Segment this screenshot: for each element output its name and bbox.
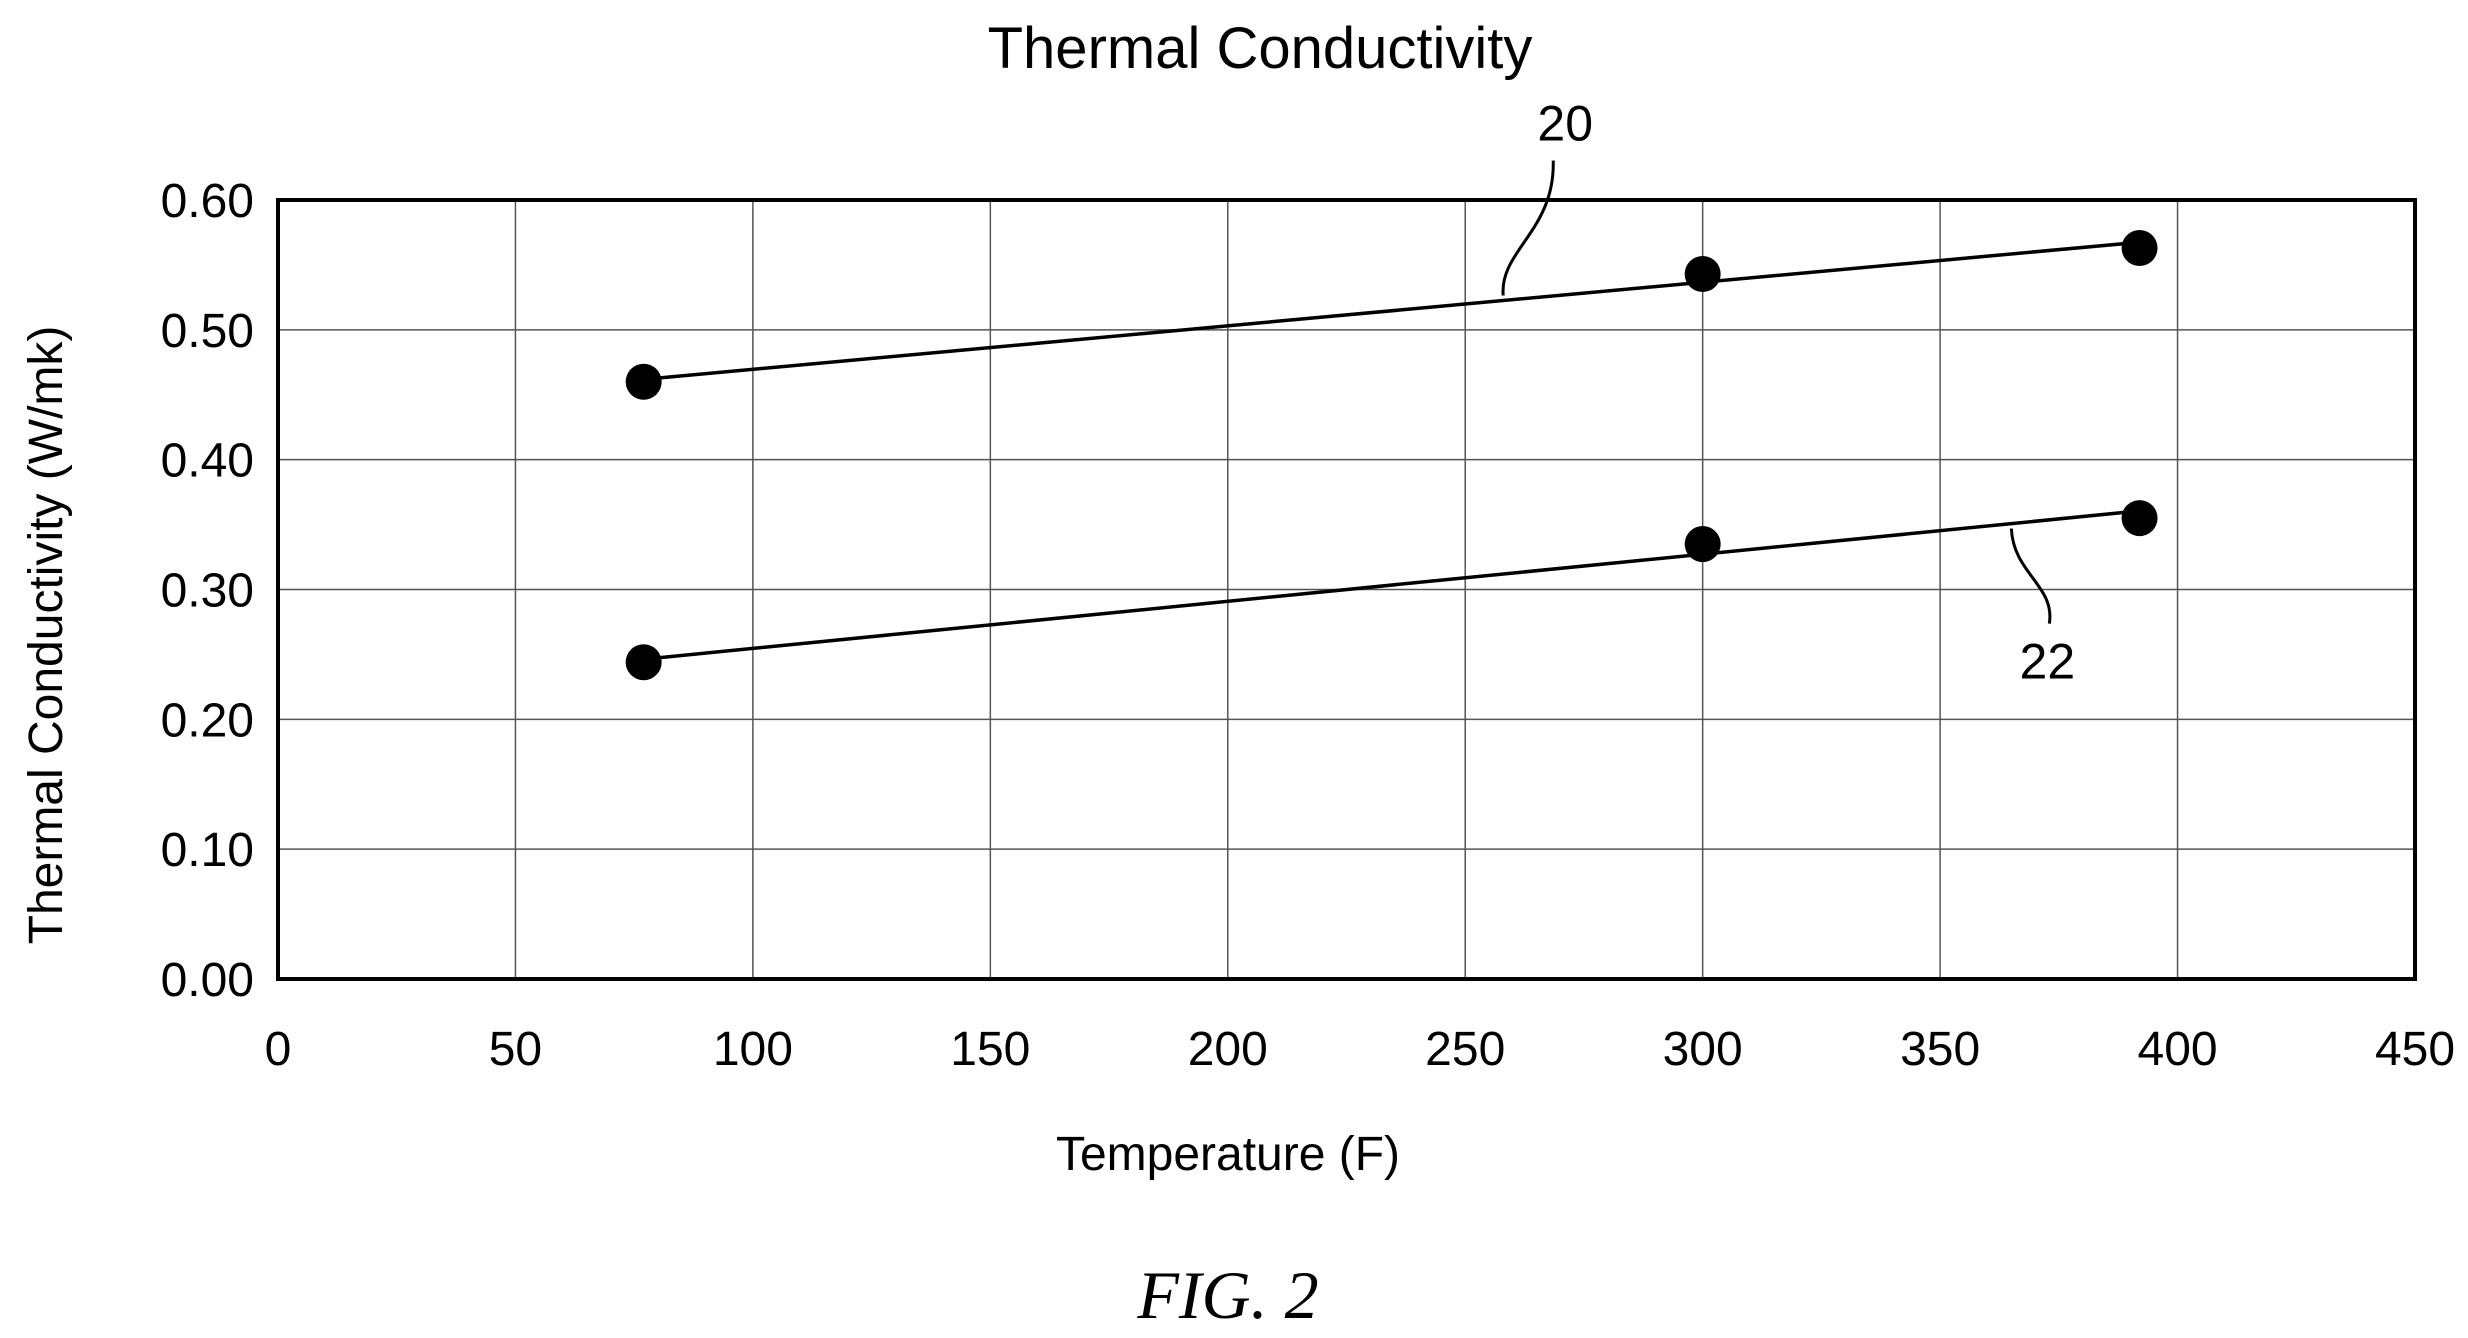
data-point [2121,500,2158,537]
trend-lines [643,240,2140,661]
data-point [1684,526,1721,563]
x-axis-ticks: 0 50 100 150 200 250 300 350 400 450 [265,1023,2455,1076]
leader-line-22 [2009,528,2052,624]
y-tick-label: 0.60 [161,175,254,228]
x-tick-label: 100 [713,1023,793,1076]
y-tick-label: 0.00 [161,954,254,1007]
y-tick-label: 0.20 [161,694,254,747]
y-tick-label: 0.30 [161,565,254,618]
x-tick-label: 300 [1663,1023,1743,1076]
x-tick-label: 250 [1425,1023,1505,1076]
y-axis-title: Thermal Conductivity (W/mk) [20,326,73,945]
x-axis-title: Temperature (F) [1056,1128,1400,1181]
x-tick-label: 450 [2375,1023,2455,1076]
x-tick-label: 350 [1900,1023,1980,1076]
data-point [625,644,662,681]
y-tick-label: 0.40 [161,435,254,488]
chart-title: Thermal Conductivity [988,16,1533,81]
trend-line-22 [643,509,2140,661]
data-point [625,363,662,400]
y-tick-label: 0.50 [161,305,254,358]
data-points [625,230,2158,681]
plot-area [276,198,2417,981]
trend-line-20 [643,240,2140,382]
leader-line-20 [1501,160,1555,296]
series-label-20: 20 [1537,96,1593,152]
plot-grid [277,199,2416,980]
x-tick-label: 200 [1188,1023,1268,1076]
series-label-22: 22 [2020,634,2076,690]
data-point [2121,230,2158,267]
figure-caption: FIG. 2 [1136,1257,1318,1333]
x-tick-label: 400 [2138,1023,2218,1076]
y-axis-ticks: 0.00 0.10 0.20 0.30 0.40 0.50 0.60 [161,175,254,1007]
x-tick-label: 150 [950,1023,1030,1076]
y-tick-label: 0.10 [161,824,254,877]
x-tick-label: 50 [489,1023,542,1076]
x-tick-label: 0 [265,1023,292,1076]
data-point [1684,256,1721,293]
